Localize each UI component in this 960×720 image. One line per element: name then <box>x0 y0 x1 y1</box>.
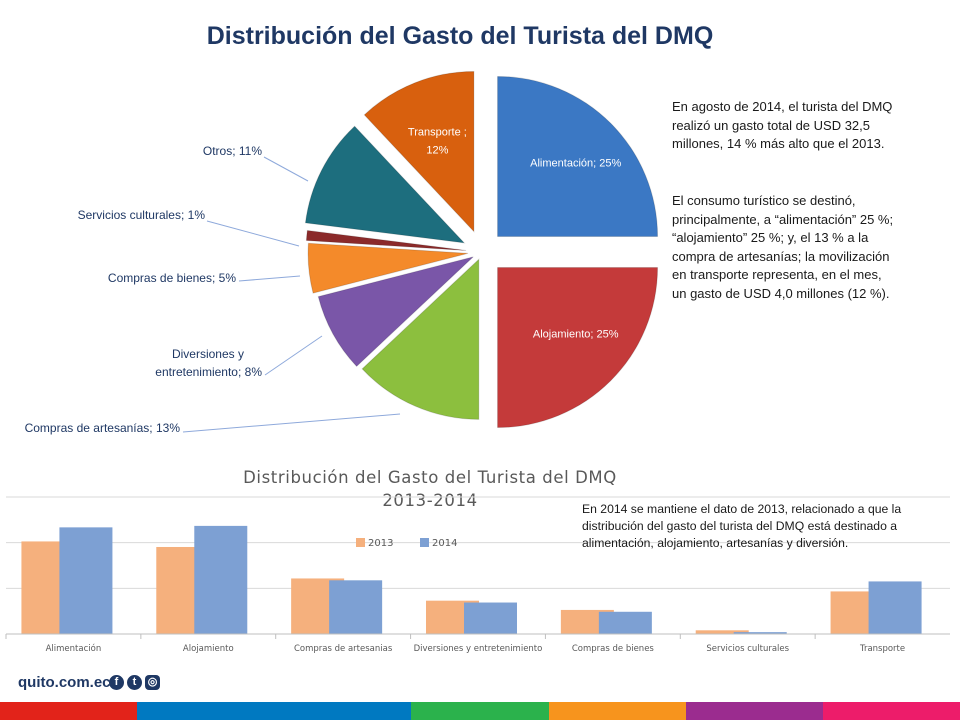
footer-stripe <box>548 702 686 720</box>
pie-slice-servicios-culturales <box>305 229 467 251</box>
pie-slice-compras-de-artesanias <box>361 258 480 420</box>
facebook-icon[interactable]: f <box>109 675 124 690</box>
pie-chart-title: Distribución del Gasto del Turista del D… <box>206 22 714 50</box>
pie-leader-otros <box>263 156 309 182</box>
pie-leader-compras-de-bienes <box>238 275 301 282</box>
footer-stripe <box>274 702 412 720</box>
bar-chart-title: Distribución del Gasto del Turista del D… <box>190 466 670 512</box>
pie-leader-servicios-culturales <box>206 220 300 247</box>
footer-stripe <box>685 702 823 720</box>
pie-label-alimentacion: Alimentación; 25% <box>530 157 621 169</box>
pie-slice-transporte <box>363 71 475 233</box>
pie-leader-compras-de-artesanias <box>182 413 401 433</box>
legend-swatch-2013 <box>356 538 365 547</box>
instagram-icon[interactable]: ◎ <box>145 675 160 690</box>
pie-slice-compras-de-bienes <box>307 242 469 294</box>
bar-2014-alojamiento <box>194 525 248 634</box>
pie-label-transporte: Transporte ; 12% <box>408 126 467 156</box>
pie-label-diversiones-y-entretenimiento: Diversiones y entretenimiento; 8% <box>155 347 262 379</box>
pie-slice-alimentacion <box>497 75 659 237</box>
twitter-icon[interactable]: t <box>127 675 142 690</box>
bar-chart-title-line-1: Distribución del Gasto del Turista del D… <box>243 468 617 487</box>
legend-label-2013: 2013 <box>368 538 393 549</box>
footer-stripe <box>411 702 549 720</box>
bar-2014-diversiones-y-entretenimiento <box>464 602 517 634</box>
bar-2014-compras-de-bienes <box>598 611 652 634</box>
brand-logo-text[interactable]: quito.com.ec <box>18 674 111 691</box>
bar-2014-servicios-culturales <box>733 632 787 634</box>
bar-tick-label-transporte: Transporte <box>859 644 905 654</box>
pie-label-compras-de-bienes: Compras de bienes; 5% <box>108 271 236 285</box>
pie-label-compras-de-artesanias: Compras de artesanías; 13% <box>25 421 181 435</box>
bar-2013-servicios-culturales <box>695 630 749 634</box>
bar-2014-compras-de-artesanias <box>329 580 383 634</box>
footer-stripe <box>137 702 275 720</box>
pie-leader-diversiones-y-entretenimiento <box>264 335 323 376</box>
bar-tick-label-compras-de-artesanias: Compras de artesanias <box>294 644 393 654</box>
bar-tick-label-compras-de-bienes: Compras de bienes <box>572 644 655 654</box>
pie-summary-paragraph-1: En agosto de 2014, el turista del DMQ re… <box>672 99 893 151</box>
pie-slice-diversiones-y-entretenimiento <box>317 256 474 368</box>
footer-stripe <box>822 702 960 720</box>
bar-tick-label-alimentacion: Alimentación <box>46 643 102 654</box>
bar-tick-label-alojamiento: Alojamiento <box>183 644 234 654</box>
bar-chart-title-line-2: 2013-2014 <box>382 491 478 510</box>
bar-tick-label-servicios-culturales: Servicios culturales <box>706 644 789 654</box>
pie-summary-paragraph-2: El consumo turístico se destinó, princip… <box>672 193 894 301</box>
pie-label-alojamiento: Alojamiento; 25% <box>533 329 619 341</box>
bar-chart-note: En 2014 se mantiene el dato de 2013, rel… <box>582 502 902 550</box>
pie-slice-alojamiento <box>497 267 659 429</box>
pie-slice-otros <box>304 125 466 244</box>
legend-swatch-2014 <box>420 538 429 547</box>
footer-stripe <box>0 702 138 720</box>
pie-label-servicios-culturales: Servicios culturales; 1% <box>78 208 206 222</box>
bar-2014-transporte <box>868 581 922 634</box>
legend-label-2014: 2014 <box>432 538 457 549</box>
bar-2014-alimentacion <box>59 527 113 634</box>
footer-color-stripes <box>0 702 960 720</box>
pie-label-otros: Otros; 11% <box>203 144 262 158</box>
bar-tick-label-diversiones-y-entretenimiento: Diversiones y entretenimiento <box>414 644 543 654</box>
